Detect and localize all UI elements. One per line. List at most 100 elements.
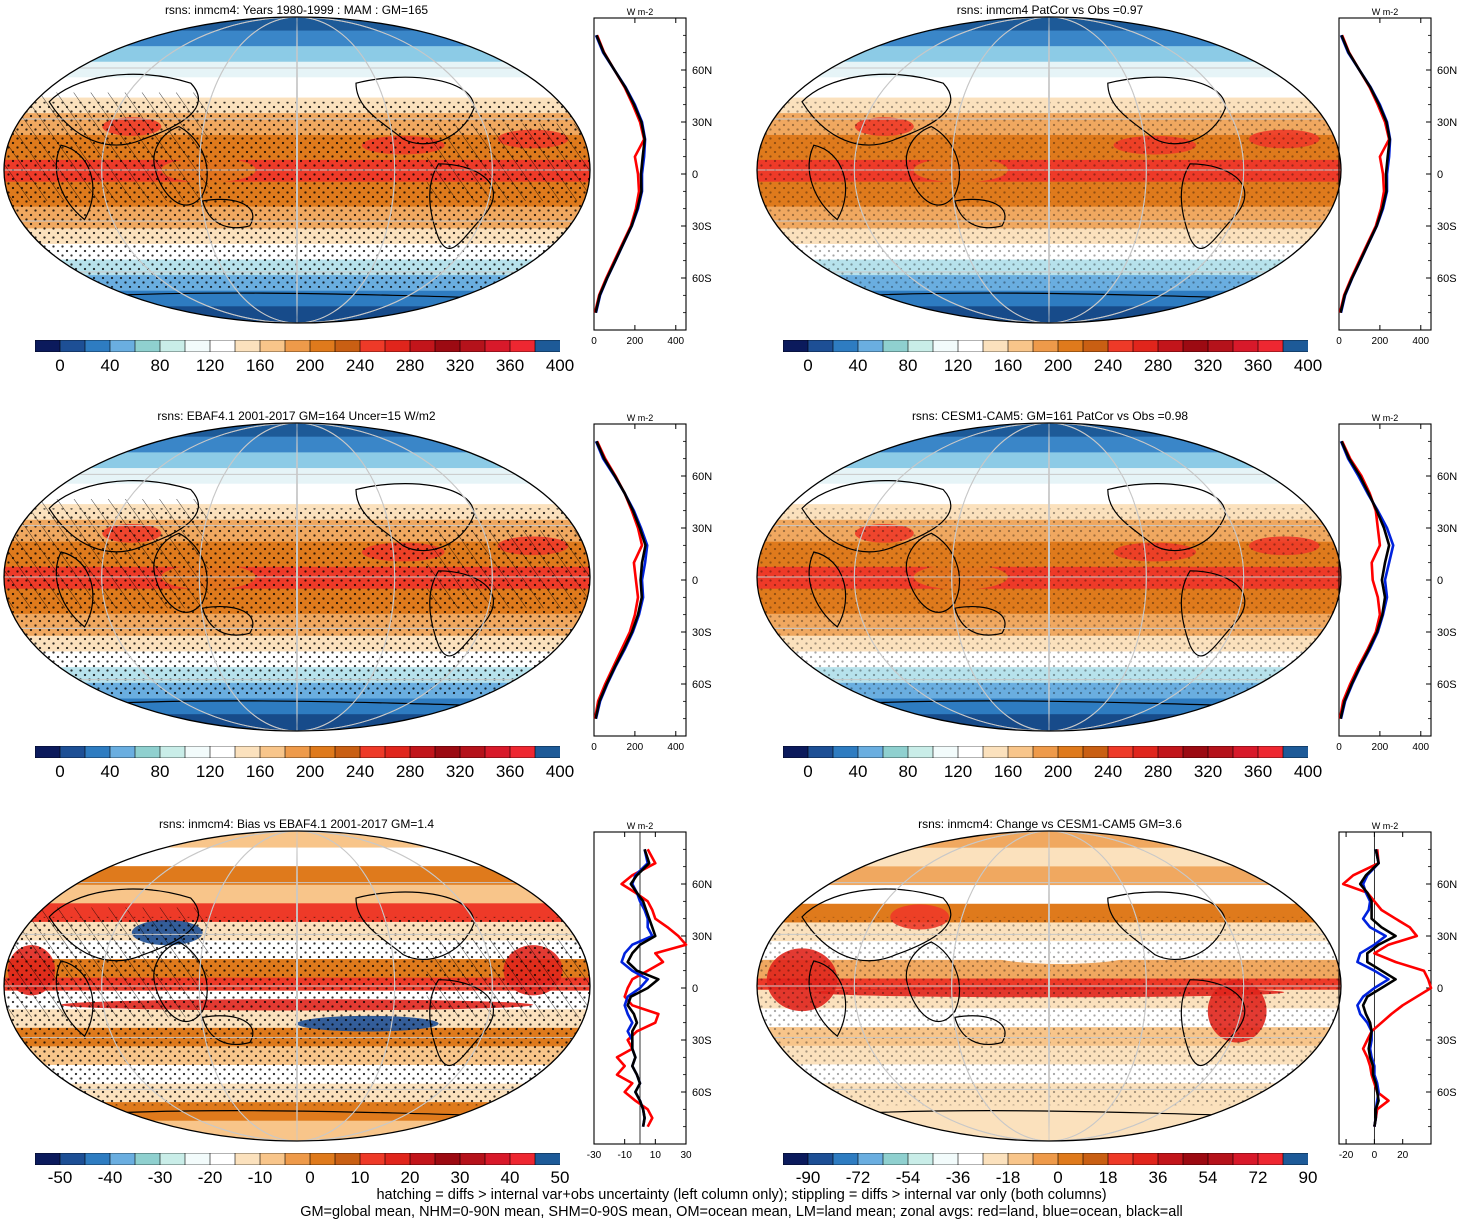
map-title: rsns: inmcm4: Years 1980-1999 : MAM : GM… [164, 3, 429, 17]
world-map [3, 830, 591, 1142]
colorbar-swatch [1057, 1153, 1084, 1165]
colorbar-tick-label: -10 [247, 1168, 273, 1187]
x-tick-label: 400 [1412, 336, 1429, 347]
colorbar-swatch [982, 1153, 1009, 1165]
zonal-ocean-line [1356, 849, 1390, 1127]
lat-tick-label: 60N [692, 471, 712, 483]
lat-tick-label: 60N [1437, 879, 1457, 891]
map-border [3, 16, 591, 324]
lat-tick-label: 30S [692, 221, 712, 233]
zonal-mean-plot: W m-2 0 200 400 60N 30N 0 30S 60S [1336, 413, 1457, 753]
colorbar-swatch [1257, 746, 1284, 758]
colorbar-tick-label: 360 [1243, 762, 1273, 781]
zonal-all-line [1358, 849, 1397, 1127]
zonal-ocean-line [1339, 440, 1395, 719]
colorbar-swatch [284, 1153, 311, 1165]
world-map [756, 422, 1342, 732]
lat-tick-label: 0 [692, 575, 698, 587]
colorbar-swatch [334, 340, 361, 352]
colorbar-swatch [209, 340, 236, 352]
colorbar-swatch [534, 746, 560, 758]
lat-tick-label: 60S [692, 1087, 712, 1099]
zonal-unit-label: W m-2 [1372, 821, 1399, 831]
colorbar-tick-label: 80 [150, 762, 170, 781]
colorbar-swatch [882, 746, 909, 758]
colorbar-tick-label: 0 [803, 356, 813, 375]
colorbar-tick-label: -54 [895, 1168, 921, 1187]
hatching [4, 907, 209, 1018]
colorbar-swatch [259, 340, 286, 352]
zonal-all-line [594, 34, 646, 313]
colorbar-swatch [807, 1153, 834, 1165]
colorbar-swatch [1182, 1153, 1209, 1165]
colorbar-tick-label: 360 [495, 762, 525, 781]
colorbar-swatch [1232, 746, 1259, 758]
colorbar-swatch [907, 340, 934, 352]
colorbar-tick-label: -72 [845, 1168, 871, 1187]
colorbar-swatch [1207, 340, 1234, 352]
zonal-all-line [626, 848, 660, 1127]
x-tick-label: -10 [617, 1150, 632, 1161]
x-tick-label: 0 [591, 336, 597, 347]
colorbar-swatch [1007, 1153, 1034, 1165]
x-tick-label: -20 [1339, 1150, 1354, 1161]
colorbar-tick-label: -30 [147, 1168, 173, 1187]
colorbar-swatch [1182, 746, 1209, 758]
colorbar-tick-label: 280 [395, 762, 425, 781]
colorbar-swatch [59, 746, 86, 758]
colorbar-swatch [534, 1153, 560, 1165]
colorbar-swatch [509, 1153, 536, 1165]
colorbar-swatch [409, 340, 436, 352]
colorbar-swatch [334, 1153, 361, 1165]
colorbar-swatch [1057, 746, 1084, 758]
colorbar [783, 340, 1308, 352]
colorbar-swatch [509, 746, 536, 758]
colorbar-tick-label: 240 [345, 356, 375, 375]
colorbar [35, 1153, 560, 1165]
lat-tick-label: 60N [1437, 471, 1457, 483]
lat-tick-label: 30N [692, 117, 712, 129]
lat-tick-label: 30S [692, 627, 712, 639]
colorbar-swatch [1107, 340, 1134, 352]
colorbar-swatch [84, 1153, 111, 1165]
hatching [426, 938, 590, 1018]
x-tick-label: 20 [1397, 1150, 1409, 1161]
lat-tick-label: 60S [1437, 679, 1457, 691]
graticule-meridian [296, 16, 298, 324]
colorbar-swatch [1282, 340, 1308, 352]
colorbar-tick-label: 40 [100, 762, 120, 781]
x-tick-label: 400 [1412, 742, 1429, 753]
colorbar-swatch [359, 1153, 386, 1165]
colorbar-tick-label: 80 [898, 356, 918, 375]
colorbar-tick-label: -20 [197, 1168, 223, 1187]
colorbar-swatch [509, 340, 536, 352]
lat-tick-label: 30N [1437, 931, 1457, 943]
colorbar-swatch [84, 340, 111, 352]
colorbar-swatch [434, 1153, 461, 1165]
colorbar-swatch [832, 1153, 859, 1165]
lat-tick-label: 60S [692, 273, 712, 285]
colorbar-swatch [957, 340, 984, 352]
colorbar-tick-label: 320 [1193, 762, 1223, 781]
colorbar-swatch [184, 1153, 211, 1165]
colorbar-swatch [982, 340, 1009, 352]
colorbar-tick-label: 0 [1053, 1168, 1063, 1187]
colorbar-swatch [882, 1153, 909, 1165]
colorbar [35, 746, 560, 758]
colorbar-tick-label: 400 [1293, 356, 1323, 375]
colorbar-swatch [184, 340, 211, 352]
colorbar-tick-label: 400 [545, 356, 575, 375]
colorbar-swatch [1207, 746, 1234, 758]
colorbar-tick-label: 200 [1043, 762, 1073, 781]
colorbar-swatch [234, 1153, 261, 1165]
colorbar-swatch [1157, 340, 1184, 352]
colorbar-swatch [1032, 340, 1059, 352]
colorbar-swatch [384, 746, 411, 758]
zonal-all-line [594, 440, 647, 719]
colorbar-swatch [334, 746, 361, 758]
hatching [426, 530, 590, 609]
colorbar-swatch [1057, 340, 1084, 352]
colorbar-swatch [409, 1153, 436, 1165]
lat-tick-label: 30N [1437, 117, 1457, 129]
x-tick-label: -30 [587, 1150, 602, 1161]
